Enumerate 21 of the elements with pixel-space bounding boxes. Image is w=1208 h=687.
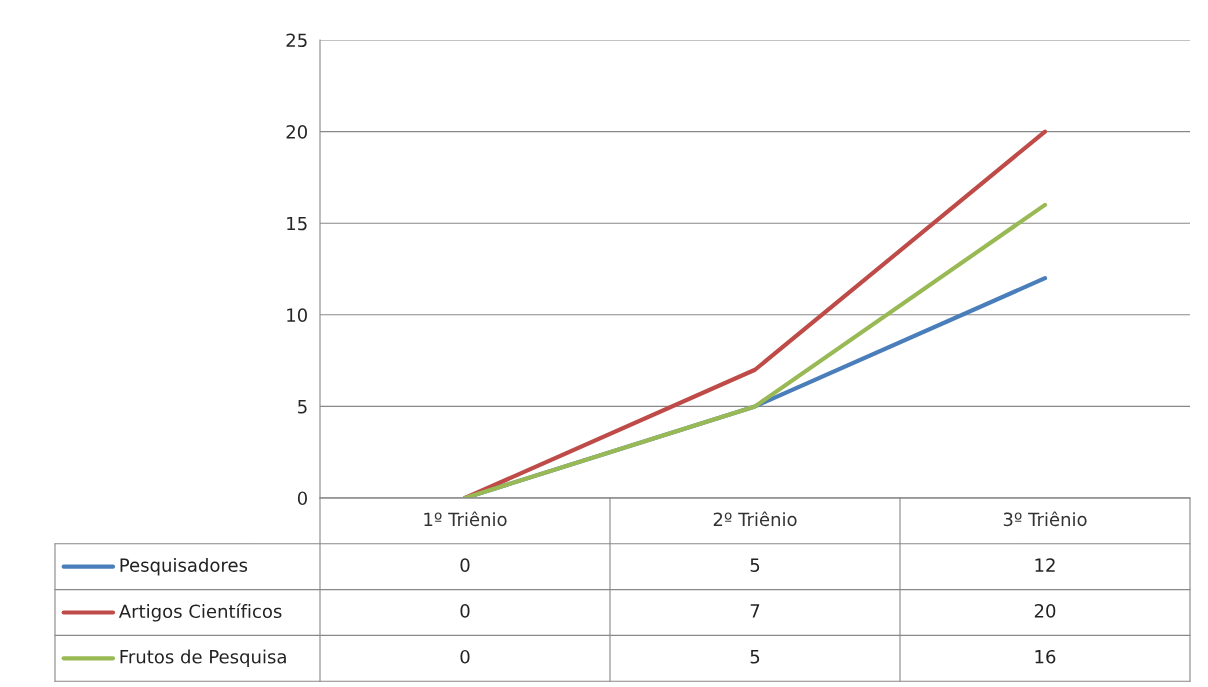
legend-label: Pesquisadores: [120, 557, 248, 576]
data-label: 16: [1035, 649, 1056, 664]
y-tick-label: 20: [286, 125, 307, 139]
data-label: 5: [750, 558, 760, 572]
legend-label: Artigos Científicos: [118, 603, 282, 622]
data-label: 0: [460, 604, 470, 618]
y-tick-label: 5: [298, 400, 307, 414]
x-tick-label: 2º Triênio: [713, 511, 797, 527]
y-tick-label: 15: [287, 216, 307, 231]
data-label: 0: [460, 649, 470, 664]
data-label: 7: [750, 604, 760, 618]
y-tick-label: 10: [287, 308, 307, 322]
data-label: 12: [1035, 558, 1055, 572]
y-tick-label: 0: [297, 491, 307, 506]
x-tick-label: 1º Triênio: [424, 511, 507, 527]
data-label: 0: [460, 558, 470, 572]
data-label: 5: [750, 650, 760, 664]
data-label: 20: [1034, 604, 1056, 618]
y-tick-label: 25: [286, 33, 307, 48]
legend-label: Frutos de Pesquisa: [120, 649, 286, 668]
x-tick-label: 3º Triênio: [1003, 511, 1087, 527]
